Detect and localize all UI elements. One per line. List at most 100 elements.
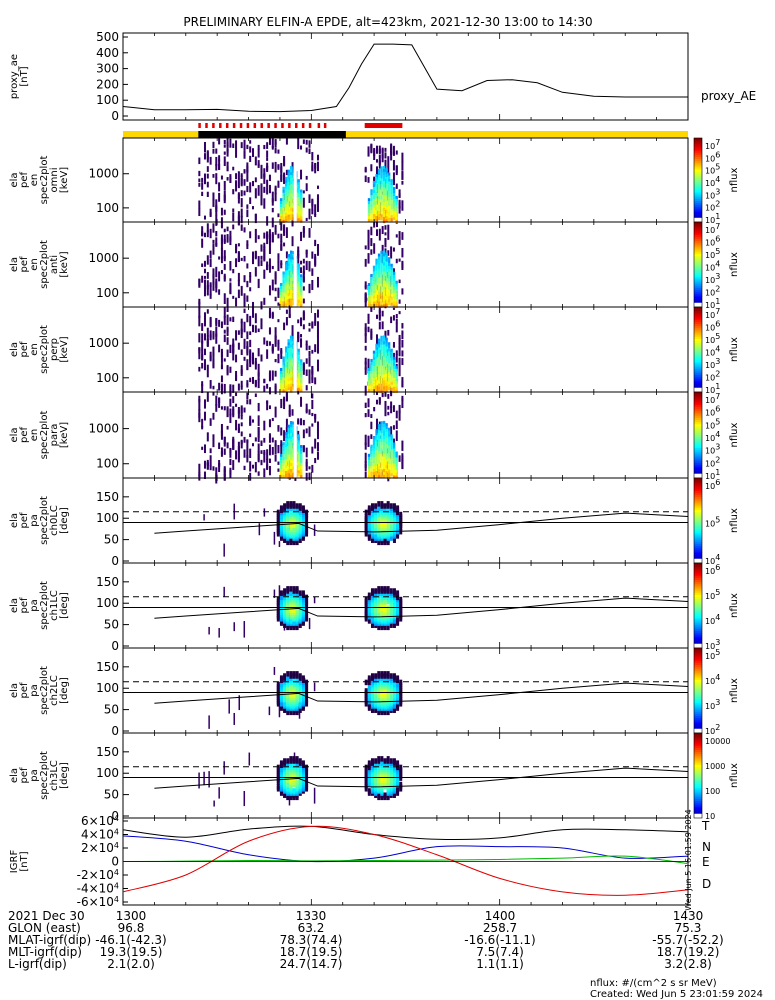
- spectrogram-pixel: [364, 764, 368, 771]
- colorbar-cell: [694, 247, 702, 251]
- spectrogram-pixel: [257, 378, 260, 383]
- spectrogram-pixel: [266, 231, 269, 240]
- spectrogram-pixel: [223, 469, 226, 476]
- spectrogram-pixel: [375, 303, 378, 307]
- footer-value: 258.7: [483, 921, 517, 935]
- spectrogram-pixel: [375, 346, 378, 350]
- spectrogram-pixel: [220, 363, 223, 370]
- colorbar-cell: [694, 529, 702, 532]
- spectrogram-pixel: [398, 206, 401, 214]
- spectrogram-pixel: [390, 296, 393, 300]
- spectrogram-pixel: [201, 354, 204, 361]
- spectrogram-pixel: [367, 219, 371, 223]
- spectrogram-pixel: [300, 338, 303, 342]
- spectrogram-pixel: [300, 189, 303, 193]
- colorbar-cell: [694, 362, 702, 365]
- spectrogram-pixel: [380, 421, 383, 425]
- spectrogram-pixel: [370, 195, 373, 199]
- colorbar-cell: [694, 281, 702, 285]
- spectrogram-pixel: [280, 443, 283, 455]
- colorbar-cell: [694, 716, 702, 719]
- spectrogram-pixel: [308, 322, 311, 327]
- spectrogram-pixel: [198, 333, 201, 343]
- spectrogram-pixel: [308, 426, 311, 437]
- spectrogram-pixel: [206, 255, 209, 265]
- spectrogram-pixel: [249, 448, 252, 458]
- colorbar-cell: [694, 607, 702, 611]
- colorbar-cell: [694, 258, 702, 261]
- spectrogram-pixel: [382, 171, 386, 176]
- colorbar-tick-label: 105: [705, 588, 720, 601]
- spectrogram-pixel: [260, 450, 263, 454]
- colorbar-cell: [694, 161, 702, 164]
- colorbar-cell: [694, 705, 702, 708]
- spectrogram-pixel: [289, 432, 293, 437]
- spectrogram-pixel: [287, 348, 290, 352]
- spectrogram-pixel: [390, 406, 393, 414]
- spectrogram-pixel: [257, 278, 260, 289]
- spectrogram-pixel: [380, 374, 383, 378]
- colorbar-label: nflux: [729, 167, 740, 192]
- colorbar-tick-label: 103: [705, 187, 720, 200]
- red-mark: [198, 123, 201, 128]
- red-mark: [295, 123, 298, 128]
- colorbar-cell: [694, 635, 702, 638]
- spectrogram-pixel: [298, 696, 302, 703]
- spectrogram-pixel: [289, 250, 293, 254]
- spectrogram-pixel: [284, 176, 288, 181]
- spectrogram-pixel: [373, 176, 376, 181]
- spectrogram-pixel: [284, 474, 288, 478]
- spectrogram-pixel: [257, 148, 260, 158]
- spectrogram-pixel: [203, 460, 206, 469]
- spectrogram-pixel: [308, 345, 311, 350]
- spectrogram-pixel: [302, 197, 305, 208]
- spectrogram-pixel: [387, 272, 391, 276]
- spectrogram-pixel: [382, 468, 386, 473]
- spectrogram-pixel: [249, 377, 252, 383]
- spectrogram-pixel: [243, 169, 246, 174]
- spectrogram-pixel: [292, 284, 295, 288]
- spectrogram-pixel: [300, 389, 303, 393]
- colorbar-cell: [694, 366, 702, 370]
- spectrogram-pixel: [389, 673, 393, 679]
- spectrogram-pixel: [223, 307, 226, 318]
- colorbar-cell: [694, 752, 702, 755]
- spectrogram-pixel: [377, 359, 381, 363]
- spectrogram-pixel: [387, 175, 391, 179]
- spectrogram-pixel: [292, 351, 295, 355]
- spectrogram-pixel: [395, 216, 398, 221]
- spectrogram-pixel: [226, 161, 229, 172]
- spectrogram-pixel: [377, 199, 381, 203]
- spectrogram-pixel: [311, 251, 314, 259]
- spectrogram-pixel: [370, 288, 373, 293]
- colorbar-cell: [694, 165, 702, 168]
- y-axis-label: ch1LC: [49, 590, 60, 621]
- colorbar-cell: [694, 722, 702, 725]
- spectrogram-pixel: [232, 316, 235, 323]
- spectrogram-pixel: [385, 426, 388, 430]
- colorbar-cell: [694, 624, 702, 628]
- spectrogram-pixel: [283, 773, 287, 779]
- footer-value: 1.1(1.1): [476, 957, 524, 971]
- spectrogram-pixel: [311, 393, 314, 399]
- spectrogram-pixel: [282, 198, 285, 202]
- y-tick-label: 50: [104, 788, 119, 802]
- colorbar-cell: [694, 398, 702, 402]
- spectrogram-pixel: [292, 463, 295, 467]
- spectrogram-pixel: [287, 354, 290, 358]
- spectrogram-pixel: [382, 268, 386, 272]
- spectrogram-pixel: [284, 379, 288, 383]
- spectrogram-pixel: [282, 292, 285, 296]
- spectrogram-pixel: [284, 382, 288, 386]
- spectrogram-pixel: [395, 410, 398, 419]
- spectrogram-pixel: [382, 344, 386, 348]
- spectrogram-pixel: [282, 463, 285, 467]
- spectrogram-pixel: [377, 368, 381, 372]
- spectrogram-pixel: [233, 622, 235, 632]
- spectrogram-pixel: [292, 166, 295, 170]
- spectrogram-pixel: [282, 383, 285, 387]
- spectrogram-pixel: [396, 681, 400, 688]
- spectrogram-pixel: [389, 758, 393, 764]
- spectrogram-pixel: [377, 256, 381, 260]
- spectrogram-pixel: [235, 370, 238, 381]
